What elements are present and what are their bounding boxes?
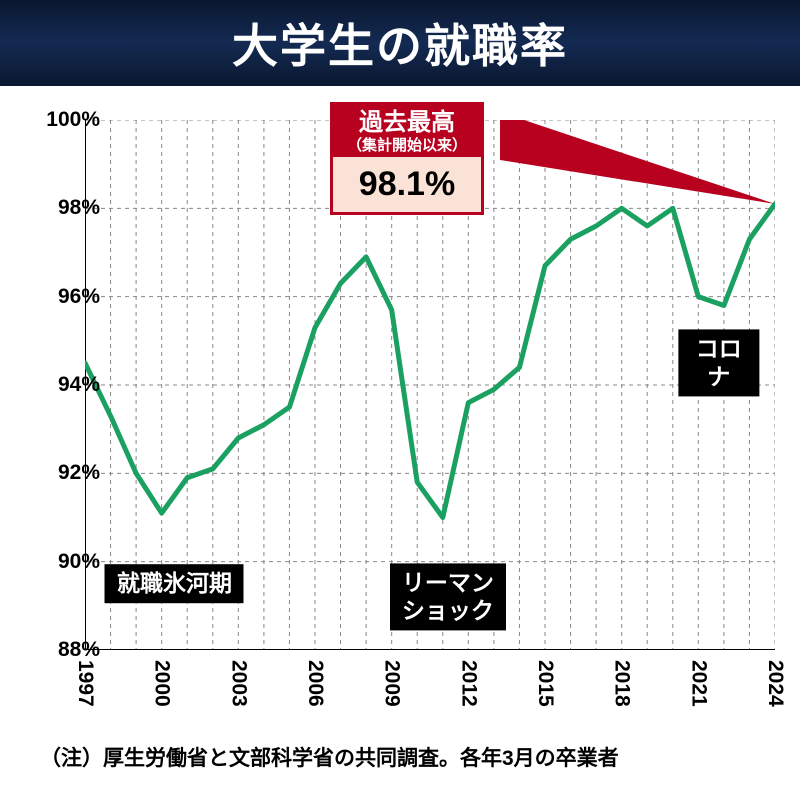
x-tick-label: 2012 bbox=[456, 660, 480, 707]
x-tick-label: 2021 bbox=[686, 660, 710, 707]
y-tick-label: 92% bbox=[30, 461, 100, 485]
x-tick-label: 2024 bbox=[763, 660, 787, 707]
annotation-ice-age: 就職氷河期 bbox=[105, 564, 244, 604]
page-title: 大学生の就職率 bbox=[232, 10, 568, 76]
y-tick-label: 100% bbox=[30, 108, 100, 132]
callout-value: 98.1% bbox=[333, 157, 481, 212]
annotation-lehman: リーマン ショック bbox=[390, 563, 506, 630]
x-tick-label: 2018 bbox=[610, 660, 634, 707]
x-tick-label: 2009 bbox=[380, 660, 404, 707]
footnote: （注）厚生労働省と文部科学省の共同調査。各年3月の卒業者 bbox=[40, 742, 619, 772]
y-tick-label: 90% bbox=[30, 550, 100, 574]
y-tick-label: 96% bbox=[30, 285, 100, 309]
y-tick-label: 88% bbox=[30, 638, 100, 662]
title-bar: 大学生の就職率 bbox=[0, 0, 800, 86]
callout-header: 過去最高 （集計開始以来） bbox=[333, 105, 481, 157]
y-tick-label: 94% bbox=[30, 373, 100, 397]
y-tick-label: 98% bbox=[30, 196, 100, 220]
record-high-callout: 過去最高 （集計開始以来） 98.1% bbox=[330, 102, 484, 215]
x-tick-label: 1997 bbox=[73, 660, 97, 707]
x-tick-label: 2006 bbox=[303, 660, 327, 707]
x-tick-label: 2003 bbox=[226, 660, 250, 707]
annotation-corona: コロナ bbox=[678, 329, 759, 396]
callout-header-sub: （集計開始以来） bbox=[347, 137, 467, 154]
x-tick-label: 2000 bbox=[150, 660, 174, 707]
x-tick-label: 2015 bbox=[533, 660, 557, 707]
callout-header-main: 過去最高 bbox=[347, 109, 467, 137]
